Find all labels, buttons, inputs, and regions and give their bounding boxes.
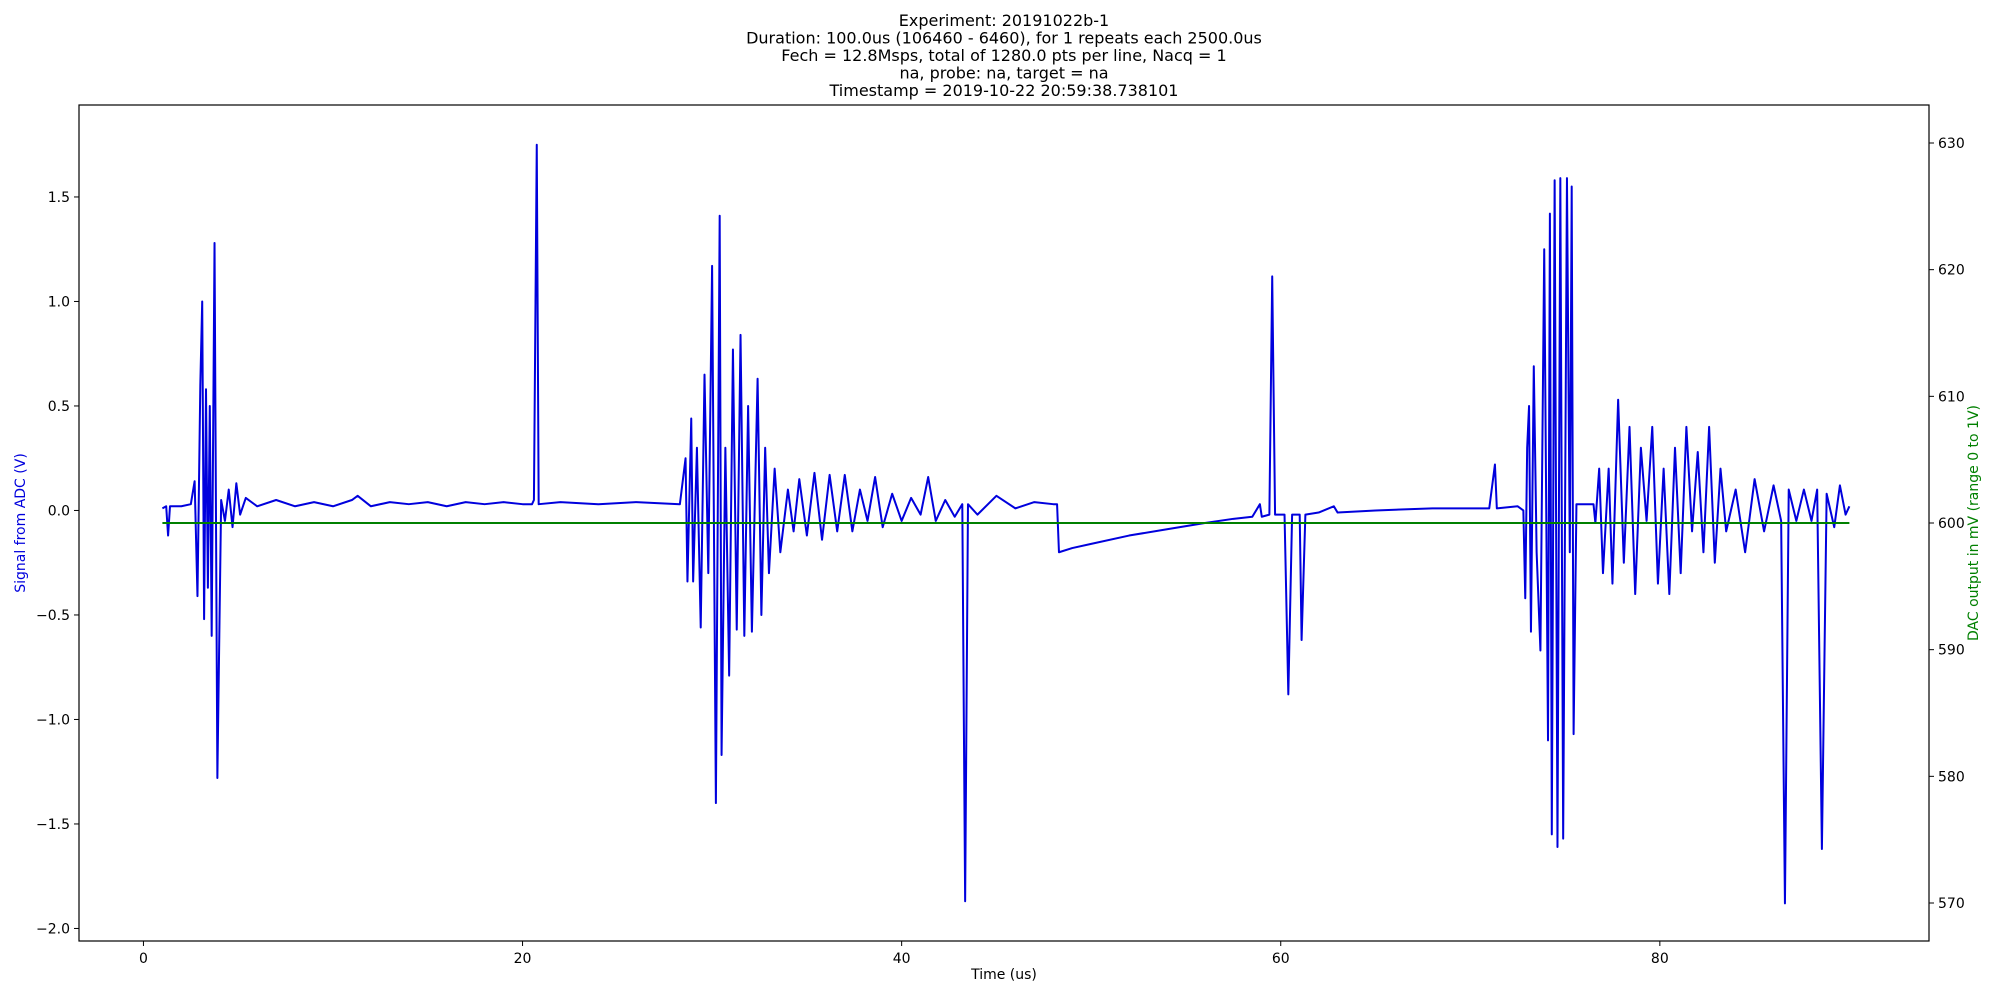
y2-tick-label: 620 [1938, 263, 1965, 279]
y-tick-label: 0.0 [48, 503, 70, 519]
y-tick-label: 1.0 [48, 294, 70, 310]
chart-title: Timestamp = 2019-10-22 20:59:38.738101 [829, 81, 1179, 100]
x-tick-label: 40 [893, 951, 911, 967]
y-tick-label: −1.0 [36, 712, 70, 728]
y-tick-label: 0.5 [48, 399, 70, 415]
y2-tick-label: 590 [1938, 643, 1965, 659]
y-tick-label: −1.5 [36, 817, 70, 833]
x-tick-label: 60 [1272, 951, 1290, 967]
chart-title: na, probe: na, target = na [899, 64, 1108, 83]
chart-title: Fech = 12.8Msps, total of 1280.0 pts per… [781, 46, 1226, 65]
data-line [161, 143, 1851, 905]
chart-title: Duration: 100.0us (106460 - 6460), for 1… [746, 29, 1262, 48]
x-tick-label: 80 [1651, 951, 1669, 967]
y-tick-label: −0.5 [36, 608, 70, 624]
y2-axis-label: DAC output in mV (range 0 to 1V) [1966, 405, 1982, 641]
y-axis-label: Signal from ADC (V) [13, 453, 29, 593]
chart-title: Experiment: 20191022b-1 [899, 11, 1109, 30]
x-tick-label: 20 [514, 951, 532, 967]
y-tick-label: 1.5 [48, 190, 70, 206]
y2-tick-label: 580 [1938, 769, 1965, 785]
y2-tick-label: 610 [1938, 389, 1965, 405]
y-tick-label: −2.0 [36, 921, 70, 937]
y2-tick-label: 630 [1938, 136, 1965, 152]
x-axis-label: Time (us) [970, 967, 1037, 983]
y2-tick-label: 600 [1938, 516, 1965, 532]
x-tick-label: 0 [139, 951, 148, 967]
y2-tick-label: 570 [1938, 896, 1965, 912]
